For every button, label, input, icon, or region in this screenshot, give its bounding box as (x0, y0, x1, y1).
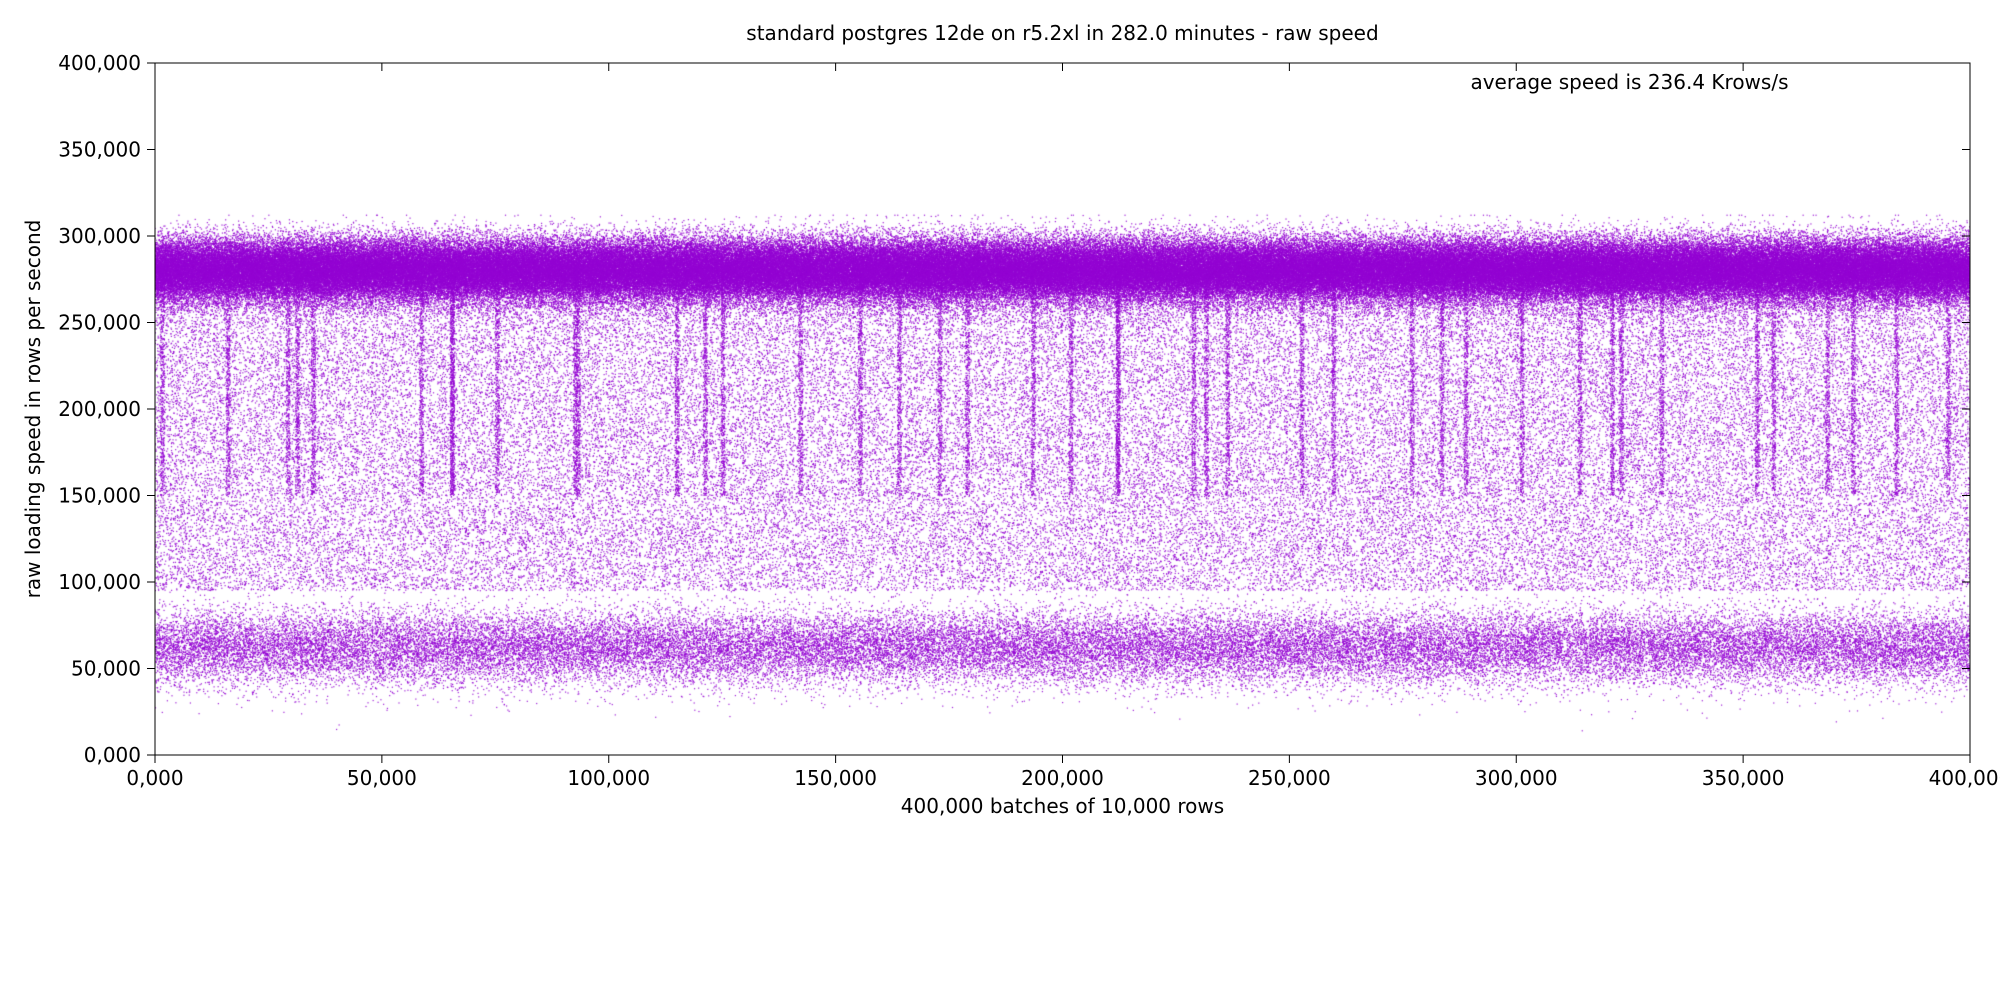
y-tick-label: 350,000 (58, 138, 141, 162)
x-tick-label: 350,000 (1702, 766, 1785, 790)
y-tick-label: 300,000 (58, 224, 141, 248)
y-tick-label: 100,000 (58, 570, 141, 594)
y-axis-label: raw loading speed in rows per second (21, 220, 45, 599)
y-tick-label: 250,000 (58, 311, 141, 335)
x-tick-label: 200,000 (1021, 766, 1104, 790)
x-axis-label: 400,000 batches of 10,000 rows (901, 794, 1224, 818)
x-tick-label: 400,000 (1929, 766, 2000, 790)
x-tick-label: 250,000 (1248, 766, 1331, 790)
chart-title: standard postgres 12de on r5.2xl in 282.… (746, 21, 1378, 45)
x-tick-label: 50,000 (347, 766, 417, 790)
x-tick-label: 100,000 (567, 766, 650, 790)
x-tick-label: 300,000 (1475, 766, 1558, 790)
y-tick-label: 150,000 (58, 484, 141, 508)
x-tick-label: 0,000 (126, 766, 183, 790)
y-tick-label: 0,000 (84, 743, 141, 767)
chart-svg: 0,000 50,000 100,000 150,000 200,000 250,000 3… (0, 0, 2000, 1000)
annotation-text: average speed is 236.4 Krows/s (1470, 70, 1788, 94)
scatter-chart: 0,000 50,000 100,000 150,000 200,000 250,000 3… (0, 0, 2000, 1000)
y-tick-label: 200,000 (58, 397, 141, 421)
scatter-points (155, 63, 1970, 755)
y-tick-label: 50,000 (71, 657, 141, 681)
y-tick-label: 400,000 (58, 51, 141, 75)
x-tick-label: 150,000 (794, 766, 877, 790)
